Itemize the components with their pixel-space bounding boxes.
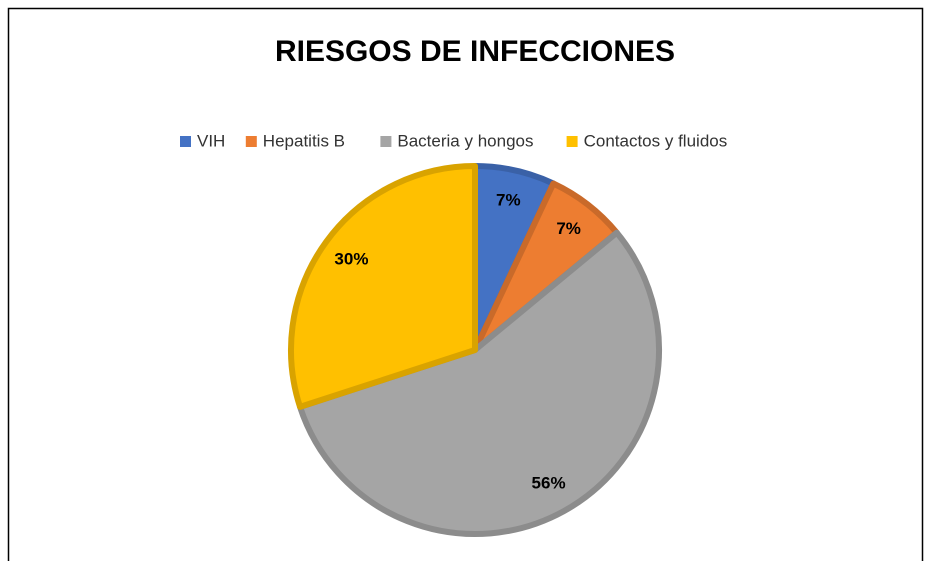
data-label: 56% <box>532 473 566 492</box>
legend-swatch <box>380 136 392 147</box>
data-label: 7% <box>496 190 521 209</box>
legend-swatch <box>245 136 257 147</box>
chart-title: RIESGOS DE INFECCIONES <box>275 35 675 68</box>
pie-slice <box>297 229 662 537</box>
pie-slice <box>288 163 478 410</box>
frame <box>7 7 924 561</box>
legend-swatch <box>180 136 191 147</box>
legend-label: Contactos y fluidos <box>584 131 728 150</box>
legend-label: VIH <box>197 131 225 150</box>
legend-swatch <box>566 136 578 147</box>
legend-label: Bacteria y hongos <box>397 131 533 150</box>
data-label: 7% <box>556 219 581 238</box>
data-label: 30% <box>334 250 368 269</box>
legend-label: Hepatitis B <box>263 131 345 150</box>
